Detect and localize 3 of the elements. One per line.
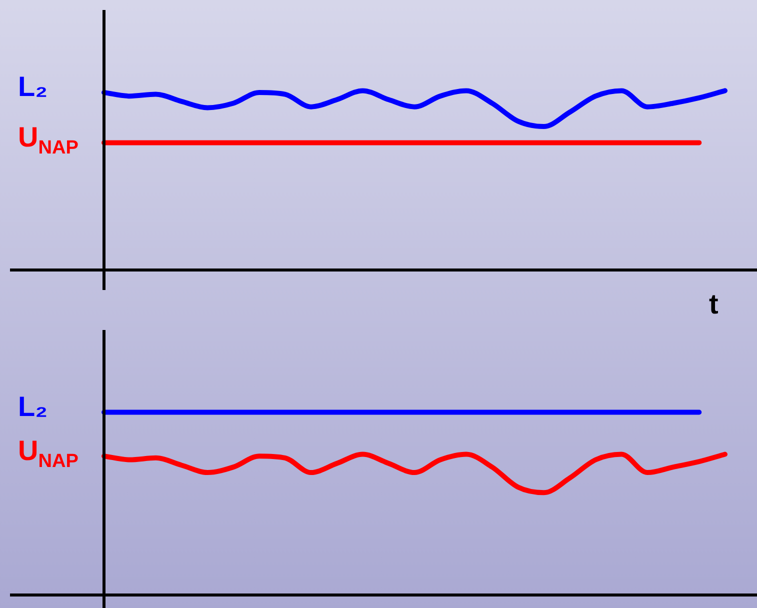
text: L₂ [18, 71, 48, 102]
x-axis-title: t [709, 288, 718, 320]
text: L₂ [18, 390, 48, 422]
